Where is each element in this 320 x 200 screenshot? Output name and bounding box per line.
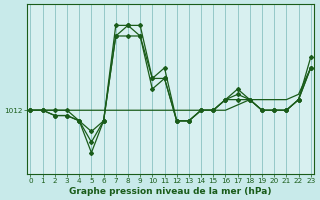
X-axis label: Graphe pression niveau de la mer (hPa): Graphe pression niveau de la mer (hPa) [69, 187, 272, 196]
